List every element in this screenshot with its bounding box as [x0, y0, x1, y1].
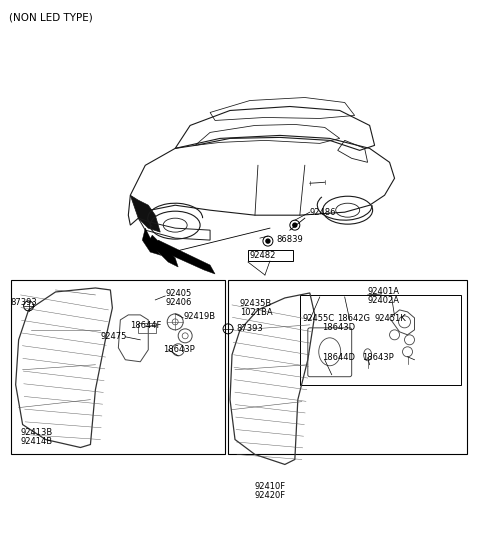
Polygon shape [155, 240, 215, 274]
Text: (NON LED TYPE): (NON LED TYPE) [9, 13, 93, 23]
Bar [300, 295, 461, 385]
Text: 92419B: 92419B [183, 312, 216, 321]
Text: 92401A: 92401A [368, 288, 400, 296]
Text: 92420F: 92420F [255, 491, 286, 500]
Text: 18644F: 18644F [130, 321, 162, 330]
Polygon shape [130, 195, 160, 232]
Text: 18642G: 18642G [336, 315, 370, 323]
Text: 18643D: 18643D [322, 323, 355, 332]
Bar [138, 323, 156, 333]
Text: 18643P: 18643P [163, 346, 195, 354]
Text: 92406: 92406 [165, 299, 192, 307]
Text: 92413B: 92413B [21, 428, 53, 437]
Text: 87393: 87393 [236, 325, 263, 333]
Text: 86839: 86839 [276, 235, 303, 243]
Circle shape [293, 223, 297, 227]
Text: 92405: 92405 [165, 289, 192, 299]
Circle shape [266, 239, 270, 243]
Text: 92475: 92475 [100, 332, 127, 341]
Text: 92414B: 92414B [21, 437, 53, 446]
Text: 92455C: 92455C [303, 315, 335, 323]
Text: 92482: 92482 [250, 251, 276, 259]
Text: 92402A: 92402A [368, 296, 400, 305]
Text: 92451K: 92451K [374, 315, 407, 323]
Bar [248, 250, 293, 261]
Text: 87393: 87393 [11, 299, 37, 307]
Polygon shape [148, 235, 178, 267]
Text: 92435B: 92435B [240, 299, 272, 309]
Text: 18644D: 18644D [322, 353, 355, 362]
Text: 92410F: 92410F [255, 482, 286, 491]
Text: 92486: 92486 [310, 208, 336, 217]
Bar [228, 280, 468, 454]
Text: 18643P: 18643P [361, 353, 394, 362]
Polygon shape [142, 228, 160, 255]
Text: 1021BA: 1021BA [240, 309, 273, 317]
Bar [11, 280, 225, 454]
